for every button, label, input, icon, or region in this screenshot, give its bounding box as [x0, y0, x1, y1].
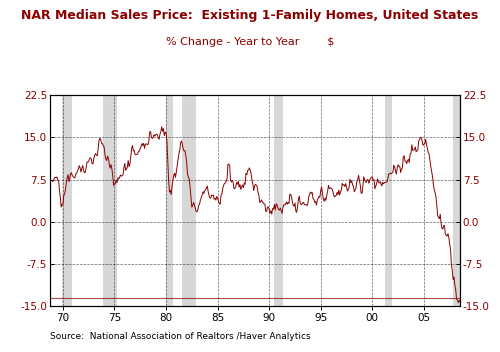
- Text: NAR Median Sales Price:  Existing 1-Family Homes, United States: NAR Median Sales Price: Existing 1-Famil…: [22, 9, 478, 22]
- Bar: [453, 95, 460, 306]
- Bar: [166, 95, 173, 306]
- Bar: [274, 95, 282, 306]
- Bar: [62, 95, 72, 306]
- Bar: [384, 95, 392, 306]
- Text: Source:  National Association of Realtors /Haver Analytics: Source: National Association of Realtors…: [50, 332, 310, 341]
- Bar: [103, 95, 117, 306]
- Text: % Change - Year to Year        $: % Change - Year to Year $: [166, 37, 334, 47]
- Bar: [182, 95, 196, 306]
